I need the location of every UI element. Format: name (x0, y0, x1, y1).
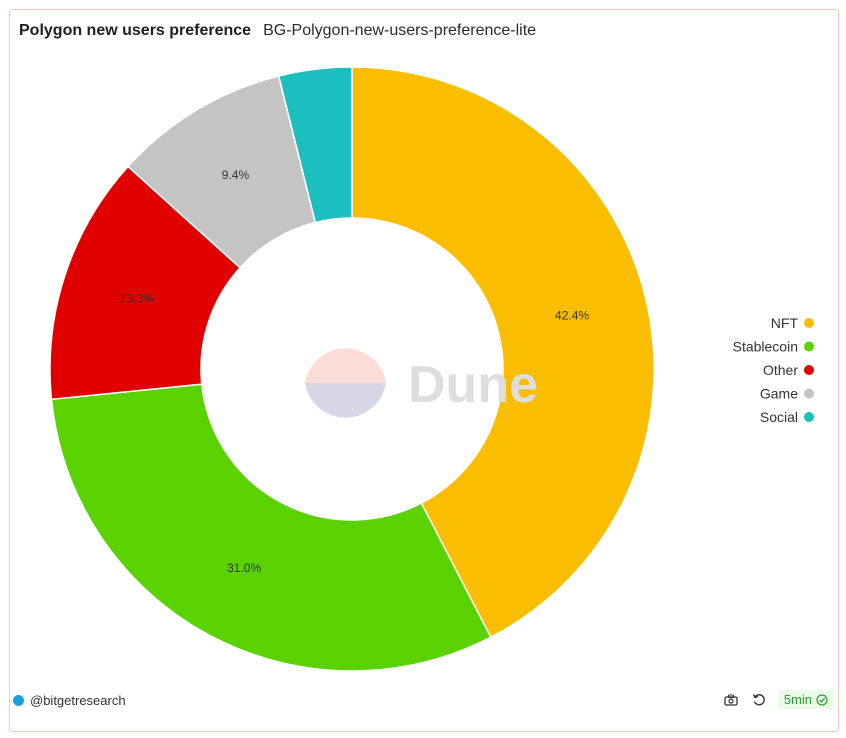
refresh-icon[interactable] (750, 691, 768, 709)
watermark-logo-top (305, 348, 386, 383)
legend-label-game[interactable]: Game (760, 386, 798, 402)
slice-social[interactable] (277, 66, 353, 224)
author-handle: @bitgetresearch (30, 693, 126, 708)
legend-label-other[interactable]: Other (763, 362, 798, 378)
author-credit[interactable]: @bitgetresearch (13, 693, 126, 708)
refresh-interval: 5min (783, 692, 812, 707)
chart-title: Polygon new users preference (19, 22, 252, 39)
query-name[interactable]: BG-Polygon-new-users-preference-lite (263, 22, 537, 39)
footer-actions: 5min (722, 690, 834, 709)
watermark-logo-bottom (305, 383, 386, 418)
data-label-nft: 42.4% (555, 308, 589, 322)
data-label-stablecoin: 31.0% (227, 561, 261, 575)
legend-marker-social[interactable] (804, 412, 814, 422)
legend-marker-stablecoin[interactable] (804, 341, 814, 352)
legend-label-social[interactable]: Social (760, 409, 798, 425)
legend-marker-game[interactable] (804, 388, 814, 399)
brand-logo-icon (13, 695, 24, 706)
legend: NFT Stablecoin Other Game Social (733, 315, 814, 425)
slice-stablecoin[interactable] (50, 383, 492, 672)
check-circle-icon (816, 693, 828, 706)
legend-label-nft[interactable]: NFT (771, 315, 799, 331)
data-label-game: 9.4% (222, 168, 250, 182)
data-label-other: 13.3% (120, 291, 154, 305)
refresh-interval-badge[interactable]: 5min (777, 690, 834, 709)
dune-watermark: Dune (305, 348, 538, 418)
watermark-text: Dune (408, 356, 538, 414)
data-labels: 42.4% 31.0% 13.3% 9.4% (120, 168, 590, 575)
slice-nft[interactable] (351, 66, 655, 639)
legend-marker-other[interactable] (804, 365, 814, 375)
camera-icon[interactable] (722, 691, 740, 709)
legend-label-stablecoin[interactable]: Stablecoin (733, 339, 798, 355)
legend-marker-nft[interactable] (804, 318, 814, 328)
chart-header: Polygon new users preference BG-Polygon-… (19, 22, 536, 40)
slice-other[interactable] (49, 165, 242, 401)
slices (49, 66, 655, 672)
